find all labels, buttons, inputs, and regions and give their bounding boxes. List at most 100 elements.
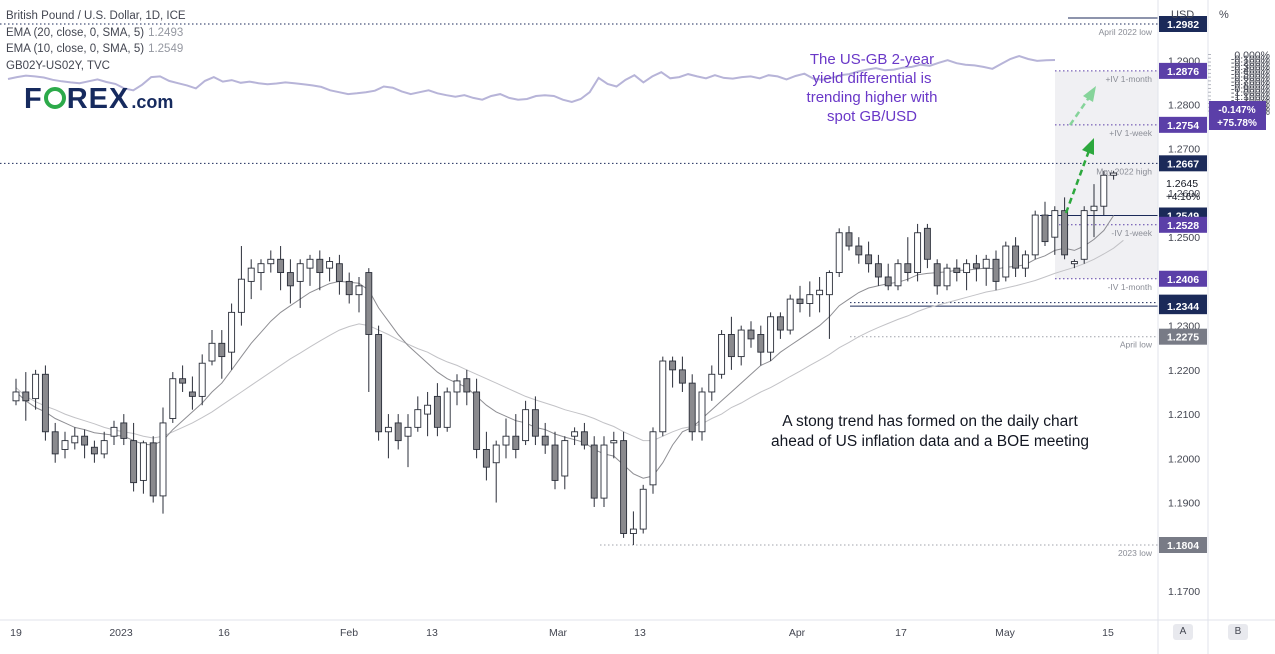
note-line: The US-GB 2-year bbox=[809, 51, 935, 68]
candle-body bbox=[659, 360, 667, 433]
candle-body bbox=[1110, 172, 1118, 176]
candle-body bbox=[208, 342, 216, 362]
candle-body bbox=[1090, 205, 1098, 212]
note-line: trending higher with bbox=[806, 89, 938, 106]
candle-body bbox=[316, 258, 324, 274]
chart-legend: British Pound / U.S. Dollar, 1D, ICE EMA… bbox=[6, 8, 186, 74]
projection-arrow bbox=[1064, 138, 1094, 214]
candle-body bbox=[100, 440, 108, 455]
level-tag-text: 1.2876 bbox=[1167, 66, 1199, 78]
candle-body bbox=[335, 263, 343, 282]
trend-note: A stong trend has formed on the daily ch… bbox=[740, 412, 1120, 452]
price-tick: 1.2200 bbox=[1168, 365, 1200, 377]
candle-body bbox=[835, 232, 843, 274]
percent-tick: -0.500% bbox=[1231, 68, 1270, 80]
candle-body bbox=[884, 276, 892, 287]
price-tick: 1.1700 bbox=[1168, 586, 1200, 598]
candle-body bbox=[286, 272, 294, 287]
candle-body bbox=[776, 316, 784, 331]
percent-tick: 0.000% bbox=[1234, 50, 1270, 62]
logo-rex: REX bbox=[66, 83, 130, 115]
scale-b-button[interactable]: B bbox=[1228, 624, 1248, 640]
candle-body bbox=[718, 334, 726, 375]
candle-body bbox=[1080, 210, 1088, 260]
spread-tag bbox=[1209, 101, 1266, 130]
candle-body bbox=[277, 258, 285, 274]
level-tag bbox=[1159, 298, 1207, 315]
level-tag-text: 1.2344 bbox=[1167, 301, 1199, 313]
time-tick: 13 bbox=[634, 627, 646, 639]
pct-axis-caption: % bbox=[1219, 9, 1229, 21]
candle-body bbox=[914, 232, 922, 274]
candle-body bbox=[51, 431, 59, 455]
candle-body bbox=[149, 442, 157, 497]
time-tick: 19 bbox=[10, 627, 22, 639]
candle-body bbox=[453, 380, 461, 393]
percent-tick: -1.000% bbox=[1231, 87, 1270, 99]
candle-body bbox=[943, 267, 951, 287]
candle-body bbox=[120, 422, 128, 439]
percent-tick: -1.100% bbox=[1231, 91, 1270, 103]
logo-dotcom: .com bbox=[131, 92, 174, 112]
level-tag-text: 1.2754 bbox=[1167, 120, 1199, 132]
candle-body bbox=[1070, 261, 1078, 265]
level-tag bbox=[1159, 328, 1207, 345]
note-line: ahead of US inflation data and a BOE mee… bbox=[771, 433, 1089, 450]
candle-body bbox=[767, 316, 775, 353]
level-tag-text: 1.2275 bbox=[1167, 332, 1199, 344]
time-tick: Feb bbox=[340, 627, 358, 639]
candle-body bbox=[179, 378, 187, 384]
candle-body bbox=[845, 232, 853, 247]
candle-body bbox=[41, 373, 49, 433]
level-tag-text: 1.1804 bbox=[1167, 540, 1199, 552]
candle-body bbox=[61, 440, 69, 450]
auto-scale-button[interactable]: A bbox=[1173, 624, 1193, 640]
candle-body bbox=[32, 373, 40, 400]
percent-tick: -0.300% bbox=[1231, 61, 1270, 73]
candle-body bbox=[953, 267, 961, 274]
candle-body bbox=[816, 289, 824, 296]
candle-body bbox=[257, 263, 265, 274]
candle-body bbox=[825, 272, 833, 296]
time-tick: 13 bbox=[426, 627, 438, 639]
level-label: +IV 1-week bbox=[1109, 128, 1153, 138]
candle-body bbox=[247, 267, 255, 282]
candle-body bbox=[796, 298, 804, 304]
candle-body bbox=[649, 431, 657, 486]
arrow-shaft bbox=[1068, 95, 1092, 126]
candle-body bbox=[992, 258, 1000, 282]
candle-body bbox=[1031, 214, 1039, 256]
candle-body bbox=[228, 311, 236, 353]
candle-body bbox=[669, 360, 677, 371]
logo-f: F bbox=[24, 83, 43, 115]
arrow-head bbox=[1083, 86, 1096, 102]
candle-body bbox=[482, 449, 490, 468]
candle-body bbox=[306, 258, 314, 269]
legend-ema10-value: 1.2549 bbox=[148, 43, 184, 55]
candle-body bbox=[198, 362, 206, 397]
candle-body bbox=[169, 378, 177, 419]
candle-body bbox=[424, 404, 432, 415]
candle-body bbox=[551, 444, 559, 481]
level-tag-text: 1.2667 bbox=[1167, 158, 1199, 170]
candle-body bbox=[629, 528, 637, 534]
candle-body bbox=[1021, 254, 1029, 269]
price-tick: 1.2100 bbox=[1168, 409, 1200, 421]
candle-body bbox=[355, 285, 363, 296]
price-tick: 1.1900 bbox=[1168, 498, 1200, 510]
candle-body bbox=[394, 422, 402, 442]
level-tag bbox=[1159, 155, 1207, 172]
time-tick: May bbox=[995, 627, 1016, 639]
candle-body bbox=[345, 280, 353, 296]
candle-body bbox=[561, 440, 569, 477]
candle-body bbox=[218, 342, 226, 358]
price-tick: 1.2700 bbox=[1168, 144, 1200, 156]
forex-logo: F REX .com bbox=[24, 83, 173, 116]
usd-axis-caption: USD bbox=[1171, 9, 1195, 21]
level-label: -IV 1-week bbox=[1111, 228, 1152, 238]
candle-body bbox=[894, 263, 902, 287]
candle-body bbox=[580, 431, 588, 446]
level-tag bbox=[1159, 270, 1207, 287]
candle-body bbox=[110, 426, 118, 437]
